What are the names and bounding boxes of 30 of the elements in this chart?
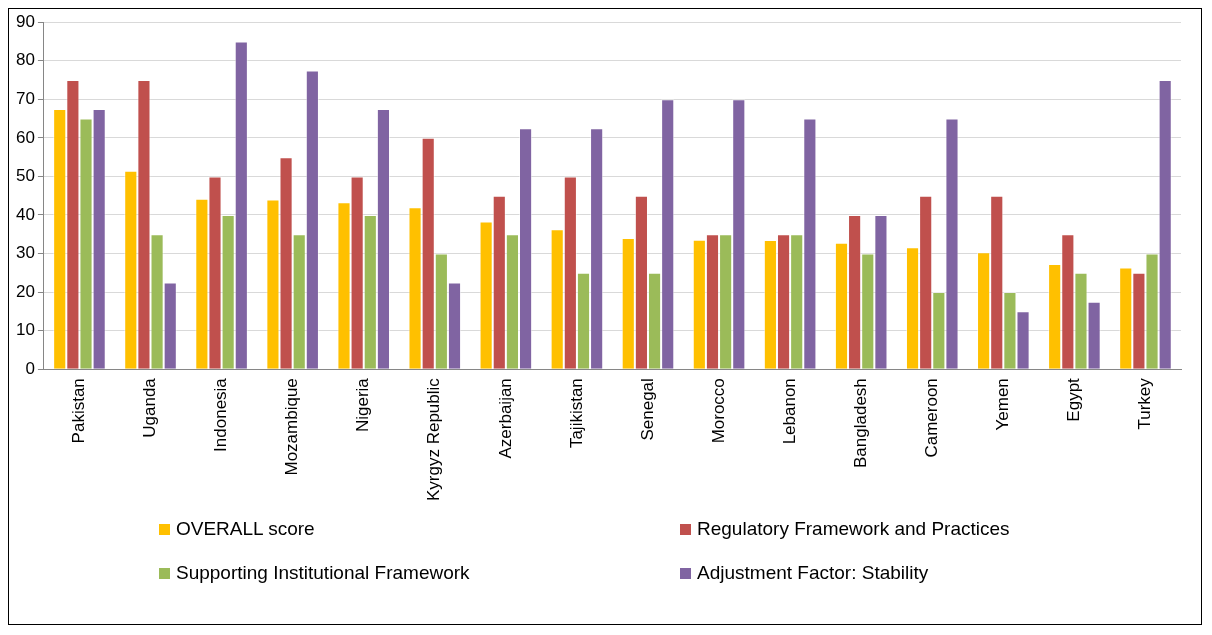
legend-label: Regulatory Framework and Practices — [697, 518, 1010, 540]
x-tick-label: Indonesia — [211, 377, 231, 452]
y-tick-label: 70 — [15, 88, 35, 108]
x-tick-label: Senegal — [637, 378, 657, 441]
y-tick-label: 50 — [15, 166, 35, 186]
x-tick-label: Egypt — [1064, 377, 1084, 422]
x-tick-label: Lebanon — [779, 378, 799, 445]
y-tick-label: 0 — [25, 358, 35, 378]
x-tick-label: Azerbaijan — [495, 378, 515, 459]
legend-label: OVERALL score — [176, 518, 315, 540]
y-tick-label: 20 — [15, 281, 35, 301]
x-tick-label: Tajikistan — [566, 378, 586, 449]
x-tick-label: Pakistan — [69, 378, 89, 444]
x-tick-label: Bangladesh — [850, 378, 870, 468]
y-tick-label: 30 — [15, 243, 35, 263]
y-tick-label: 90 — [15, 11, 35, 31]
legend-label: Adjustment Factor: Stability — [697, 562, 929, 584]
x-tick-label: Kyrgyz Republic — [424, 377, 444, 501]
x-tick-label: Nigeria — [353, 377, 373, 433]
x-tick-label: Morocco — [708, 378, 728, 444]
x-tick-label: Yemen — [993, 378, 1013, 431]
y-tick-label: 40 — [15, 204, 35, 224]
legend-label: Supporting Institutional Framework — [176, 562, 470, 584]
y-tick-label: 80 — [15, 50, 35, 70]
y-tick-label: 10 — [15, 320, 35, 340]
x-tick-label: Mozambique — [282, 378, 302, 476]
x-tick-label: Turkey — [1135, 377, 1155, 430]
x-tick-label: Cameroon — [921, 378, 941, 458]
x-tick-label: Uganda — [140, 377, 160, 438]
y-tick-label: 60 — [15, 127, 35, 147]
